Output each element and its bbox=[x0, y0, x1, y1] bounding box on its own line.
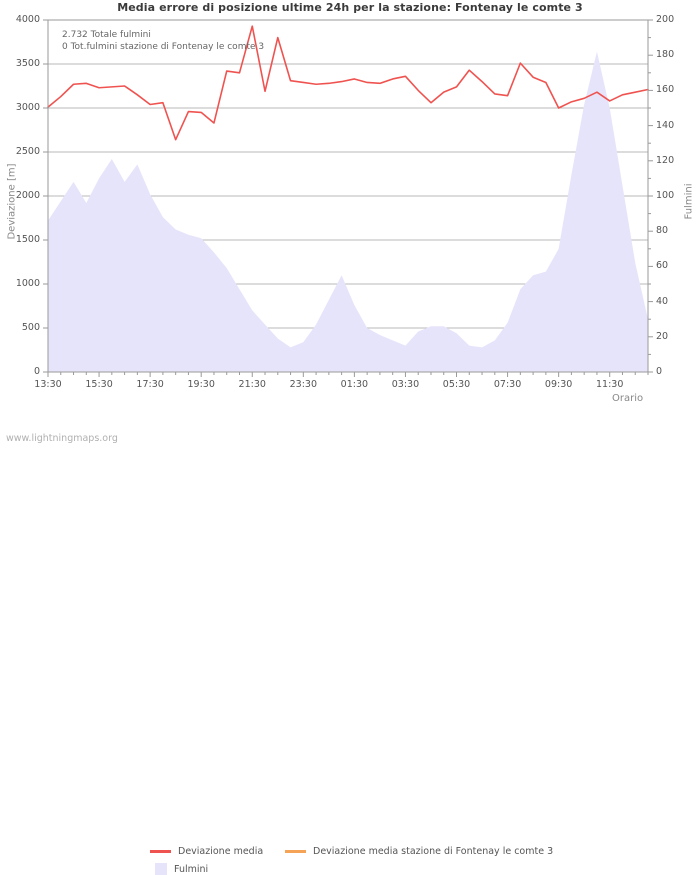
x-axis-tick-label: 13:30 bbox=[34, 379, 62, 390]
x-axis-title: Orario bbox=[612, 393, 644, 404]
y-axis-left-tick-label: 3500 bbox=[15, 58, 40, 69]
y-axis-right-tick-label: 20 bbox=[656, 330, 669, 342]
deviation-line-series bbox=[47, 25, 649, 141]
page-title: Media errore di posizione ultime 24h per… bbox=[117, 1, 583, 14]
legend-item-fulmini[interactable]: Fulmini bbox=[150, 863, 208, 875]
y-axis-left-tick-label: 4000 bbox=[15, 14, 40, 25]
x-axis-tick-label: 15:30 bbox=[85, 379, 113, 390]
y-axis-left-tick-label: 500 bbox=[21, 322, 40, 333]
legend-item-deviazione-media[interactable]: Deviazione media bbox=[150, 846, 263, 857]
y-axis-right-tick-label: 100 bbox=[656, 190, 675, 201]
legend-swatch-area-icon bbox=[155, 863, 167, 875]
y-axis-right-tick-label: 120 bbox=[656, 154, 675, 166]
annotation-station-strokes: 0 Tot.fulmini stazione di Fontenay le co… bbox=[62, 42, 265, 52]
y-axis-right-tick-label: 40 bbox=[656, 295, 669, 307]
y-axis-left-tick-label: 1500 bbox=[15, 234, 40, 245]
x-axis-tick-label: 03:30 bbox=[391, 379, 420, 390]
x-axis-tick-label: 17:30 bbox=[136, 379, 164, 390]
legend-item-deviazione-media-stazione[interactable]: Deviazione media stazione di Fontenay le… bbox=[285, 846, 553, 857]
x-axis-tick-label: 21:30 bbox=[238, 379, 266, 390]
lightning-deviation-chart: Media errore di posizione ultime 24h per… bbox=[6, 1, 695, 875]
y-axis-left-tick-label: 0 bbox=[33, 366, 40, 377]
legend-label: Deviazione media stazione di Fontenay le… bbox=[313, 846, 554, 857]
plot-canvas bbox=[43, 19, 653, 377]
y-axis-right-tick-label: 60 bbox=[656, 260, 669, 272]
x-axis-tick-label: 01:30 bbox=[340, 379, 369, 390]
x-axis-tick-label: 11:30 bbox=[595, 379, 624, 390]
legend-label: Fulmini bbox=[174, 863, 209, 875]
x-axis-tick-label: 07:30 bbox=[493, 379, 522, 390]
x-axis-tick-label: 23:30 bbox=[289, 379, 317, 390]
legend-swatch-line-icon bbox=[285, 850, 306, 853]
x-axis-tick-label: 05:30 bbox=[442, 379, 471, 390]
y-axis-right-tick-label: 140 bbox=[656, 119, 675, 131]
y-axis-left-tick-label: 1000 bbox=[15, 278, 40, 289]
y-axis-right-tick-label: 80 bbox=[656, 225, 669, 237]
lightning-area-series bbox=[48, 51, 648, 373]
y-axis-left-tick-label: 2000 bbox=[15, 190, 40, 201]
y-axis-left-tick-label: 2500 bbox=[15, 146, 40, 157]
site-watermark: www.lightningmaps.org bbox=[6, 433, 118, 444]
legend-swatch-line-icon bbox=[150, 850, 171, 853]
y-axis-right-tick-label: 160 bbox=[656, 84, 675, 96]
annotation-total-strokes: 2.732 Totale fulmini bbox=[62, 30, 151, 40]
y-axis-right-tick-label: 180 bbox=[656, 49, 675, 61]
y-axis-right-tick-label: 200 bbox=[656, 14, 675, 25]
legend-label: Deviazione media bbox=[178, 846, 264, 857]
y-axis-left-tick-label: 3000 bbox=[15, 102, 40, 113]
x-axis-tick-label: 19:30 bbox=[187, 379, 215, 390]
x-axis-tick-label: 09:30 bbox=[544, 379, 573, 390]
y-axis-right-tick-label: 0 bbox=[656, 366, 663, 377]
